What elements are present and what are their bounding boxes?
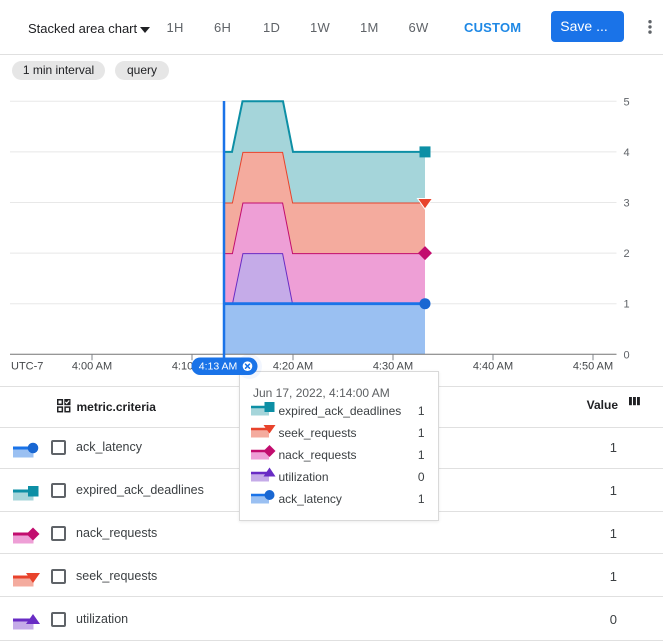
svg-text:0: 0 (624, 349, 630, 361)
svg-text:4:50 AM: 4:50 AM (573, 361, 613, 373)
svg-text:2: 2 (624, 248, 630, 260)
svg-text:4:20 AM: 4:20 AM (273, 361, 313, 373)
svg-text:1: 1 (624, 299, 630, 311)
svg-text:UTC-7: UTC-7 (11, 361, 43, 373)
svg-text:4:40 AM: 4:40 AM (473, 361, 513, 373)
svg-text:4:00 AM: 4:00 AM (72, 361, 112, 373)
svg-text:3: 3 (624, 198, 630, 210)
svg-text:4:13 AM: 4:13 AM (199, 361, 238, 373)
svg-text:4:30 AM: 4:30 AM (373, 361, 413, 373)
svg-text:5: 5 (624, 96, 630, 108)
svg-text:4: 4 (624, 147, 630, 159)
